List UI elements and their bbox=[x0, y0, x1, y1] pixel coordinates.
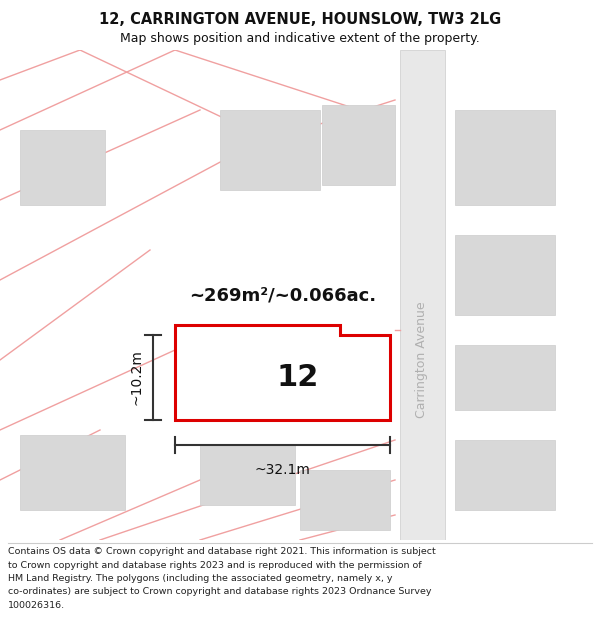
Text: Contains OS data © Crown copyright and database right 2021. This information is : Contains OS data © Crown copyright and d… bbox=[8, 547, 436, 556]
Bar bbox=[455, 110, 555, 205]
Bar bbox=[455, 235, 555, 315]
Bar bbox=[455, 345, 555, 410]
Polygon shape bbox=[175, 325, 390, 420]
Bar bbox=[322, 105, 395, 185]
Bar bbox=[300, 470, 390, 530]
Bar bbox=[20, 435, 125, 510]
Text: ~32.1m: ~32.1m bbox=[254, 463, 310, 477]
Text: to Crown copyright and database rights 2023 and is reproduced with the permissio: to Crown copyright and database rights 2… bbox=[8, 561, 422, 569]
Text: Carrington Avenue: Carrington Avenue bbox=[415, 302, 428, 418]
Bar bbox=[20, 130, 105, 205]
Text: ~269m²/~0.066ac.: ~269m²/~0.066ac. bbox=[189, 286, 376, 304]
Bar bbox=[455, 440, 555, 510]
Text: 100026316.: 100026316. bbox=[8, 601, 65, 610]
Text: ~10.2m: ~10.2m bbox=[129, 349, 143, 406]
Text: co-ordinates) are subject to Crown copyright and database rights 2023 Ordnance S: co-ordinates) are subject to Crown copyr… bbox=[8, 588, 431, 596]
Text: HM Land Registry. The polygons (including the associated geometry, namely x, y: HM Land Registry. The polygons (includin… bbox=[8, 574, 392, 583]
Polygon shape bbox=[400, 50, 445, 540]
Text: Map shows position and indicative extent of the property.: Map shows position and indicative extent… bbox=[120, 32, 480, 45]
Text: 12, CARRINGTON AVENUE, HOUNSLOW, TW3 2LG: 12, CARRINGTON AVENUE, HOUNSLOW, TW3 2LG bbox=[99, 12, 501, 27]
Text: 12: 12 bbox=[277, 363, 319, 392]
Bar bbox=[200, 445, 295, 505]
Bar bbox=[220, 110, 320, 190]
